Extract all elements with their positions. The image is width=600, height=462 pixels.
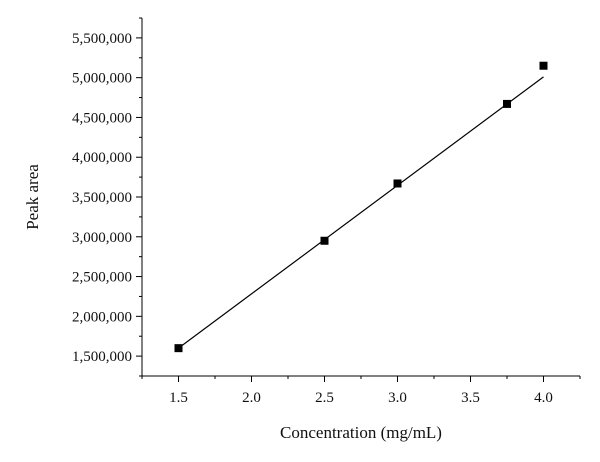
x-tick-label: 2.0 [242,390,261,406]
x-tick-label: 3.5 [461,390,480,406]
x-tick-label: 4.0 [534,390,553,406]
x-tick-label: 3.0 [388,390,407,406]
plot-area: 1.5 2.0 2.5 3.0 3.5 4.0 1,500,000 2,000,000 2,5… [72,17,581,406]
x-tick-label: 1.5 [169,390,188,406]
x-ticks: 1.5 2.0 2.5 3.0 3.5 4.0 [141,376,581,406]
data-point [539,61,548,70]
x-tick-label: 2.5 [315,390,334,406]
y-tick-label: 4,500,000 [72,110,132,126]
y-tick-label: 2,500,000 [72,270,132,286]
y-tick-label: 5,000,000 [72,71,132,87]
y-tick-label: 5,500,000 [72,31,132,47]
y-tick-label: 3,500,000 [72,190,132,206]
data-points [174,61,548,353]
fit-line-layer [178,76,544,349]
y-tick-label: 1,500,000 [72,349,132,365]
y-tick-label: 2,000,000 [72,309,132,325]
x-axis-title: Concentration (mg/mL) [280,423,442,442]
y-tick-label: 3,000,000 [72,230,132,246]
data-point [174,344,183,353]
y-tick-label: 4,000,000 [72,150,132,166]
y-ticks: 1,500,000 2,000,000 2,500,000 3,000,000 3,50… [72,17,142,377]
data-point [503,99,511,108]
fit-line [178,76,544,349]
y-axis-title: Peak area [23,164,42,230]
data-point [393,179,402,188]
data-point [320,236,329,245]
